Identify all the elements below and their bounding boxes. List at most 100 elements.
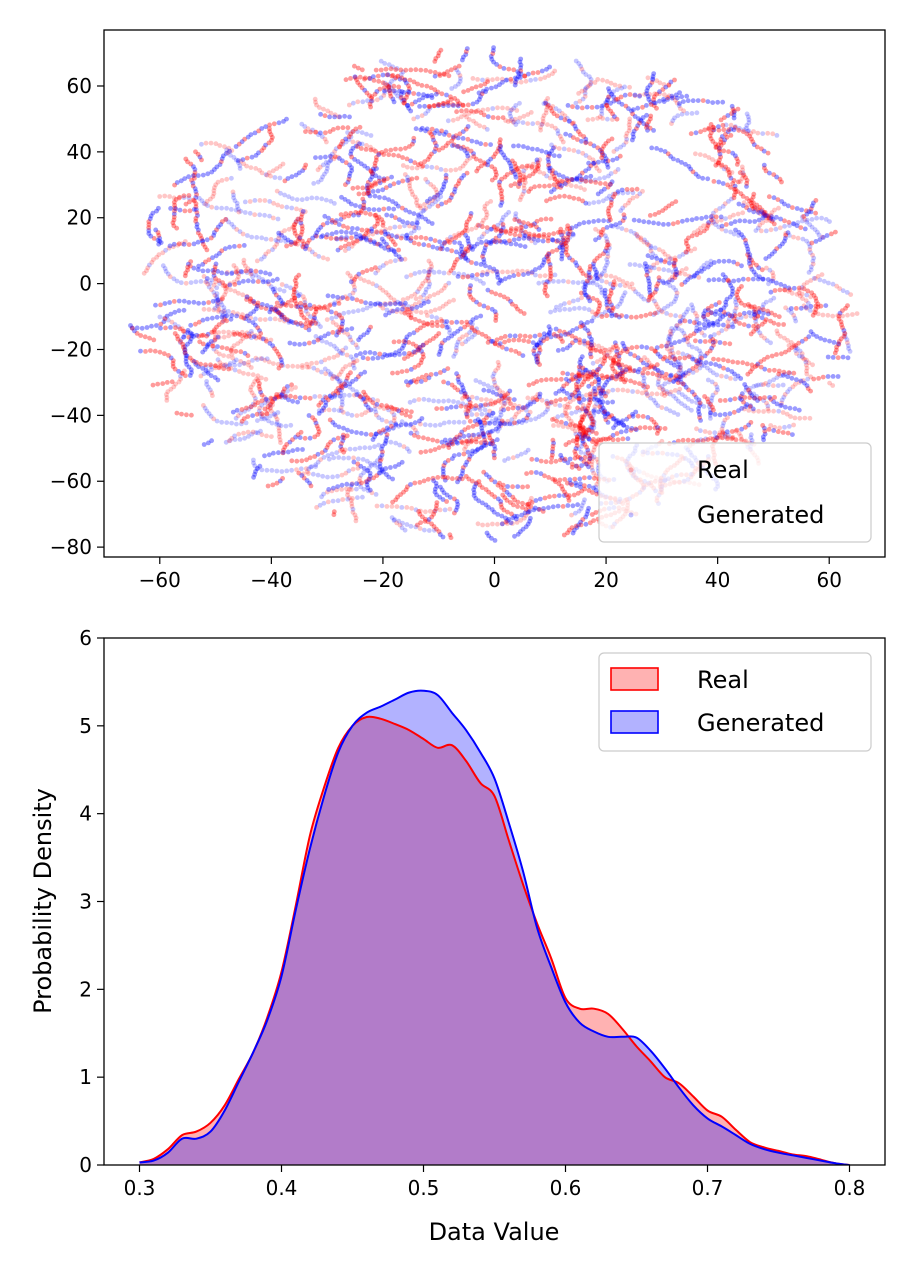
generated-point — [453, 345, 459, 351]
generated-point — [575, 280, 581, 286]
generated-point — [372, 302, 378, 307]
generated-point — [495, 222, 501, 228]
real-point — [334, 487, 340, 493]
real-point — [694, 368, 700, 373]
generated-point — [214, 285, 220, 291]
generated-point — [480, 77, 485, 83]
real-point — [224, 176, 230, 182]
real-point — [475, 108, 481, 113]
generated-point — [597, 399, 602, 404]
real-point — [725, 168, 730, 174]
generated-point — [679, 401, 684, 406]
real-point — [736, 431, 742, 436]
generated-point — [379, 417, 385, 423]
generated-point — [289, 205, 295, 211]
generated-point — [208, 280, 213, 286]
generated-point — [199, 141, 204, 147]
real-point — [305, 364, 310, 370]
real-point — [485, 269, 491, 275]
real-point — [525, 269, 530, 274]
real-point — [592, 347, 598, 353]
real-point — [649, 391, 655, 397]
generated-point — [249, 271, 255, 276]
generated-point — [433, 199, 438, 205]
generated-point — [347, 392, 352, 398]
real-point — [315, 167, 321, 173]
generated-point — [600, 387, 605, 393]
real-point — [740, 173, 746, 179]
generated-point — [219, 419, 225, 425]
generated-point — [272, 175, 278, 180]
generated-point — [675, 113, 681, 119]
generated-point — [663, 280, 669, 286]
real-point — [349, 504, 355, 509]
real-point — [269, 434, 274, 439]
generated-point — [701, 404, 707, 409]
real-point — [507, 401, 513, 407]
generated-point — [774, 133, 780, 138]
generated-point — [282, 192, 287, 198]
generated-point — [455, 400, 461, 405]
generated-point — [515, 453, 520, 459]
generated-point — [430, 201, 435, 207]
real-point — [241, 370, 246, 376]
generated-point — [744, 111, 750, 117]
real-point — [475, 521, 481, 527]
real-point — [473, 121, 479, 126]
real-point — [490, 401, 496, 407]
real-point — [808, 294, 814, 300]
real-point — [370, 281, 376, 287]
generated-point — [765, 382, 771, 388]
generated-point — [667, 391, 673, 397]
generated-point — [625, 190, 631, 196]
real-point — [201, 306, 207, 312]
generated-point — [786, 424, 792, 429]
real-point — [358, 276, 363, 281]
generated-point — [553, 106, 559, 112]
generated-point — [355, 308, 361, 314]
generated-point — [484, 229, 490, 235]
generated-point — [417, 269, 422, 275]
real-point — [804, 357, 809, 363]
real-point — [213, 279, 219, 285]
generated-point — [423, 290, 428, 295]
generated-point — [277, 175, 283, 181]
generated-point — [355, 345, 360, 351]
generated-point — [619, 226, 625, 232]
real-point — [262, 357, 268, 363]
real-point — [234, 227, 240, 232]
real-point — [521, 405, 526, 411]
generated-point — [448, 234, 453, 240]
generated-point — [325, 368, 331, 374]
generated-point — [250, 274, 256, 280]
generated-point — [668, 301, 674, 307]
generated-point — [690, 370, 696, 375]
real-point — [217, 360, 223, 365]
generated-point — [712, 332, 717, 337]
generated-point — [689, 302, 694, 308]
real-point — [469, 394, 475, 400]
real-point — [529, 495, 534, 501]
generated-point — [490, 410, 496, 416]
generated-point — [455, 339, 461, 345]
generated-point — [441, 270, 447, 276]
real-point — [248, 271, 254, 277]
generated-point — [436, 398, 441, 404]
generated-point — [205, 203, 211, 209]
real-point — [772, 424, 778, 430]
real-point — [500, 269, 505, 275]
real-point — [820, 312, 826, 318]
generated-point — [350, 357, 356, 362]
real-point — [738, 437, 744, 443]
generated-point — [338, 350, 344, 356]
generated-point — [209, 277, 215, 283]
generated-point — [346, 309, 351, 315]
real-point — [400, 163, 406, 168]
real-point — [719, 226, 725, 232]
generated-point — [630, 389, 635, 394]
generated-point — [579, 394, 585, 399]
real-point — [470, 76, 476, 81]
generated-point — [264, 467, 270, 473]
generated-point — [242, 210, 248, 215]
real-point — [813, 276, 818, 281]
